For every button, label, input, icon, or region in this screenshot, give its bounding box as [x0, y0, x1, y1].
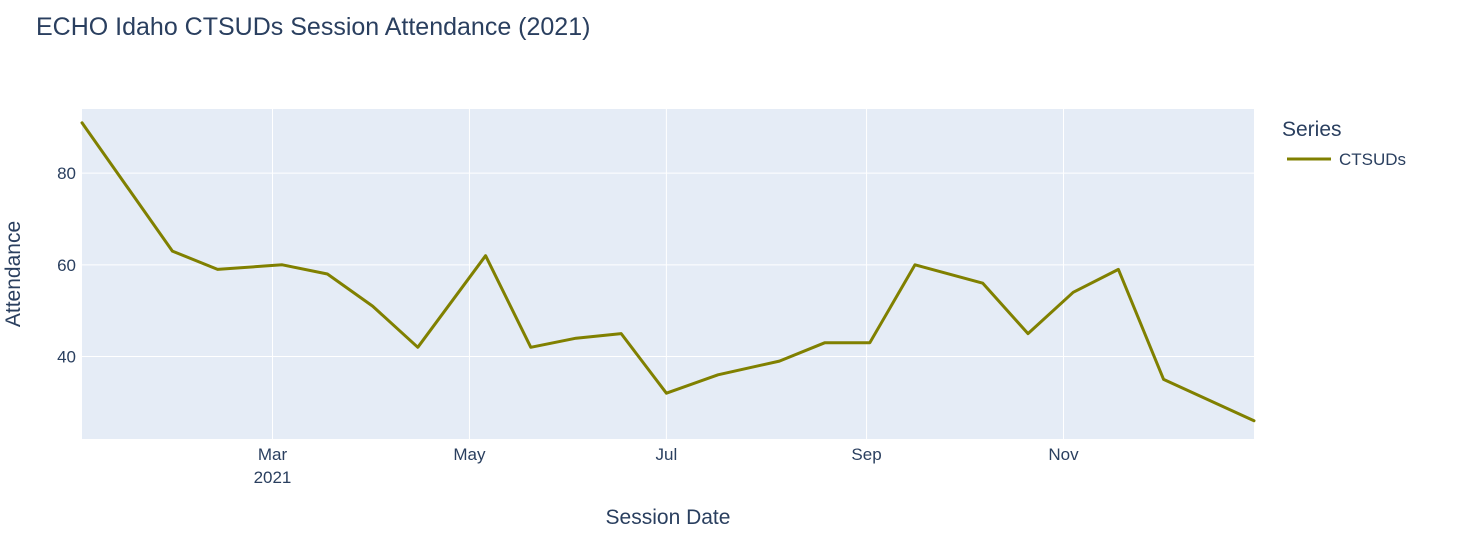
x-tick-label: Jul [656, 445, 678, 464]
y-axis-title: Attendance [2, 221, 25, 327]
series-line-ctsuds [80, 121, 1256, 423]
x-tick-label: May [453, 445, 486, 464]
legend-items: CTSUDs [1287, 150, 1406, 169]
y-tick-label: 60 [57, 256, 76, 275]
x-axis-ticks: Mar 2021 May Jul Sep Nov [254, 445, 1080, 487]
legend[interactable]: Series CTSUDs [1282, 118, 1406, 169]
plot-area [82, 109, 1254, 439]
y-tick-label: 80 [57, 164, 76, 183]
x-tick-sublabel: 2021 [254, 468, 292, 487]
legend-title: Series [1282, 118, 1342, 141]
x-gridlines [271, 109, 1065, 439]
x-axis-title: Session Date [606, 506, 731, 529]
y-tick-label: 40 [57, 348, 76, 367]
series-lines [80, 121, 1256, 423]
legend-label: CTSUDs [1339, 150, 1406, 169]
x-tick-label: Nov [1048, 445, 1079, 464]
y-axis-ticks: 40 60 80 [57, 164, 76, 366]
chart-title: ECHO Idaho CTSUDs Session Attendance (20… [36, 13, 590, 41]
x-tick-label: Sep [851, 445, 881, 464]
x-tick-label: Mar [258, 445, 288, 464]
